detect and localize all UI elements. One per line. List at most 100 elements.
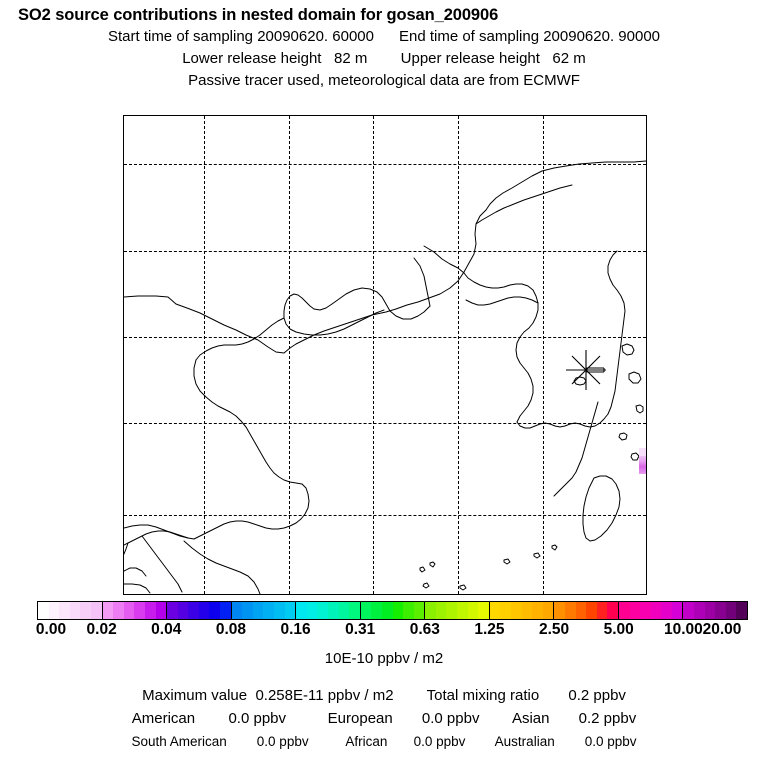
page-title: SO2 source contributions in nested domai…: [18, 6, 499, 24]
colorbar-band-1-4: [144, 602, 156, 619]
colorbar-band-9-3: [650, 602, 662, 619]
colorbar-tick-1: 0.02: [86, 621, 117, 638]
stat-row-maximum: Maximum value 0.258E-11 ppbv / m2 Total …: [142, 687, 626, 704]
stat-row-regions-2: South American 0.0 ppbv African 0.0 ppbv…: [131, 734, 637, 749]
gridline-horizontal-2: [124, 251, 646, 252]
colorbar-band-3-2: [252, 602, 264, 619]
colorbar-tick-0: 0.00: [35, 621, 67, 638]
colorbar-band-1-5: [155, 602, 167, 619]
colorbar-segment-3: [231, 602, 297, 619]
colorbar-band-3-5: [284, 602, 296, 619]
colorbar-band-7-3: [521, 602, 533, 619]
colorbar-segment-5: [360, 602, 426, 619]
colorbar-band-7-4: [532, 602, 543, 619]
colorbar-band-8-1: [564, 602, 576, 619]
colorbar-band-4-0: [296, 602, 307, 619]
colorbar-band-3-0: [231, 602, 243, 619]
colorbar-band-5-3: [392, 602, 404, 619]
gridline-horizontal-5: [124, 515, 646, 516]
colorbar-tick-labels: 0.00 0.02 0.04 0.08 0.16 0.31 0.63 1.25 2.50 5.00…: [0, 621, 768, 641]
colorbar-band-8-4: [596, 602, 608, 619]
colorbar-band-4-5: [349, 602, 360, 619]
tracer-meteorology-line: Passive tracer used, meteorological data…: [188, 72, 580, 89]
colorbar-tick-5: 0.31: [345, 621, 376, 638]
colorbar-band-5-0: [360, 602, 372, 619]
colorbar-segment-4: [296, 602, 361, 619]
sampling-time-line: Start time of sampling 20090620. 60000 E…: [107, 28, 661, 45]
colorbar-tick-9: 5.00: [603, 621, 634, 638]
concentration-cell-faint: [639, 448, 646, 456]
colorbar-band-1-0: [102, 602, 114, 619]
colorbar-segment-0: [38, 602, 103, 619]
colorbar-band-9-4: [661, 602, 672, 619]
gridline-vertical-4: [458, 116, 459, 594]
colorbar-band-1-2: [123, 602, 135, 619]
colorbar-band-6-4: [467, 602, 479, 619]
colorbar-band-6-2: [446, 602, 458, 619]
colorbar: [37, 601, 748, 620]
colorbar-band-1-3: [134, 602, 145, 619]
colorbar-band-7-0: [489, 602, 501, 619]
colorbar-band-8-2: [575, 602, 587, 619]
header: SO2 source contributions in nested domai…: [0, 0, 768, 92]
colorbar-band-0-1: [48, 602, 60, 619]
colorbar-segment-2: [167, 602, 232, 619]
colorbar-band-5-1: [371, 602, 382, 619]
colorbar-band-5-2: [381, 602, 393, 619]
gridline-horizontal-3: [124, 337, 646, 338]
colorbar-band-10-2: [704, 602, 716, 619]
colorbar-band-5-5: [413, 602, 425, 619]
colorbar-tick-3: 0.08: [215, 621, 246, 638]
colorbar-tick-4: 0.16: [280, 621, 311, 638]
colorbar-tick-6: 0.63: [409, 621, 440, 638]
colorbar-band-4-4: [338, 602, 350, 619]
colorbar-band-9-2: [640, 602, 651, 619]
colorbar-band-8-5: [607, 602, 618, 619]
colorbar-band-1-1: [113, 602, 124, 619]
map-plot-area: [123, 115, 647, 595]
colorbar-band-10-5: [736, 602, 748, 619]
colorbar-band-8-0: [554, 602, 565, 619]
colorbar-band-2-2: [188, 602, 199, 619]
gridline-vertical-3: [373, 116, 374, 594]
colorbar-band-4-2: [317, 602, 328, 619]
colorbar-band-10-4: [725, 602, 737, 619]
colorbar-band-7-5: [542, 602, 554, 619]
colorbar-segment-6: [425, 602, 490, 619]
colorbar-tick-7: 1.25: [474, 621, 505, 638]
colorbar-unit-label: 10E-10 ppbv / m2: [324, 650, 444, 667]
colorbar-band-10-1: [694, 602, 705, 619]
colorbar-band-10-3: [715, 602, 726, 619]
gridline-vertical-5: [543, 116, 544, 594]
colorbar-segment-8: [554, 602, 619, 619]
gridline-vertical-1: [204, 116, 205, 594]
colorbar-band-8-3: [586, 602, 597, 619]
colorbar-band-0-3: [69, 602, 81, 619]
colorbar-band-9-0: [618, 602, 630, 619]
colorbar-band-2-0: [167, 602, 178, 619]
gridline-horizontal-1: [124, 164, 646, 165]
statistics-block: Maximum value 0.258E-11 ppbv / m2 Total …: [0, 684, 768, 753]
colorbar-band-4-3: [327, 602, 339, 619]
colorbar-band-0-4: [80, 602, 91, 619]
colorbar-band-4-1: [306, 602, 318, 619]
colorbar-band-7-1: [500, 602, 512, 619]
colorbar-band-10-0: [683, 602, 695, 619]
colorbar-tick-11: 20.00: [702, 621, 742, 638]
colorbar-tick-8: 2.50: [538, 621, 570, 638]
colorbar-band-3-3: [263, 602, 275, 619]
gridline-vertical-2: [289, 116, 290, 594]
colorbar-segment-1: [102, 602, 168, 619]
stat-row-regions-1: American 0.0 ppbv European 0.0 ppbv Asia…: [131, 710, 637, 727]
coastline-layer: [124, 160, 646, 594]
colorbar-band-0-0: [38, 602, 49, 619]
colorbar-band-5-4: [403, 602, 414, 619]
colorbar-band-0-5: [90, 602, 102, 619]
colorbar-band-9-5: [671, 602, 683, 619]
colorbar-segment-9: [618, 602, 684, 619]
colorbar-band-2-4: [209, 602, 221, 619]
colorbar-band-6-5: [478, 602, 489, 619]
colorbar-band-3-4: [274, 602, 285, 619]
colorbar-segment-10: [683, 602, 748, 619]
